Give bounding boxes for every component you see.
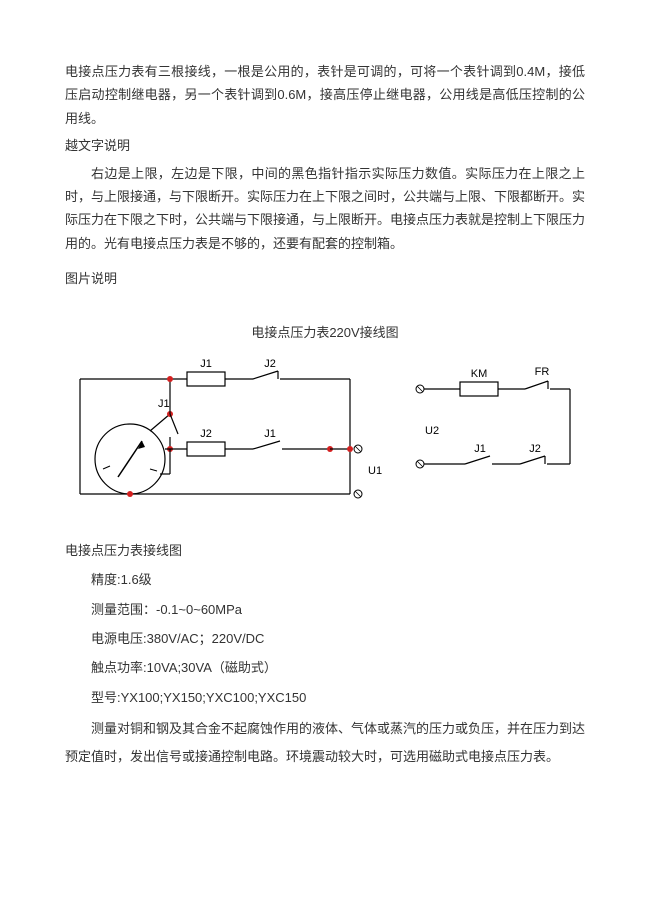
spec-model: 型号:YX100;YX150;YXC100;YXC150	[65, 686, 585, 709]
label-j2-right: J2	[529, 443, 541, 455]
spec-range: 测量范围：-0.1~0~60MPa	[65, 598, 585, 621]
label-j1-bot: J1	[264, 428, 276, 440]
label-j1-right: J1	[474, 443, 486, 455]
spec-power: 触点功率:10VA;30VA（磁助式）	[65, 656, 585, 679]
intro-paragraph-1: 电接点压力表有三根接线，一根是公用的，表针是可调的，可将一个表针调到0.4M，接…	[65, 60, 585, 130]
subtitle-image-explanation: 图片说明	[65, 267, 585, 290]
intro-paragraph-2: 右边是上限，左边是下限，中间的黑色指针指示实际压力数值。实际压力在上限之上时，与…	[65, 162, 585, 256]
label-fr: FR	[535, 366, 550, 378]
spec-voltage: 电源电压:380V/AC；220V/DC	[65, 627, 585, 650]
label-j2-bot: J2	[200, 428, 212, 440]
label-km: KM	[471, 368, 488, 380]
footer-title: 电接点压力表接线图	[65, 539, 585, 562]
label-u2: U2	[425, 425, 439, 437]
footer-desc-2: 预定值时，发出信号或接通控制电路。环境震动较大时，可选用磁助式电接点压力表。	[65, 745, 585, 768]
wiring-diagram-svg: J1 J2 J1 J2 J1	[70, 359, 580, 519]
label-j2-top: J2	[264, 359, 276, 370]
label-j1-top: J1	[200, 359, 212, 370]
specs-block: 精度:1.6级 测量范围：-0.1~0~60MPa 电源电压:380V/AC；2…	[65, 568, 585, 709]
spec-accuracy: 精度:1.6级	[65, 568, 585, 591]
diagram-title: 电接点压力表220V接线图	[65, 321, 585, 344]
footer-desc-1: 测量对铜和钢及其合金不起腐蚀作用的液体、气体或蒸汽的压力或负压，并在压力到达	[65, 717, 585, 740]
subtitle-text-explanation: 越文字说明	[65, 134, 585, 157]
label-j1-sw: J1	[158, 398, 170, 410]
wiring-diagram-container: 电接点压力表220V接线图 J1 J2 J1	[65, 321, 585, 519]
label-u1: U1	[368, 465, 382, 477]
